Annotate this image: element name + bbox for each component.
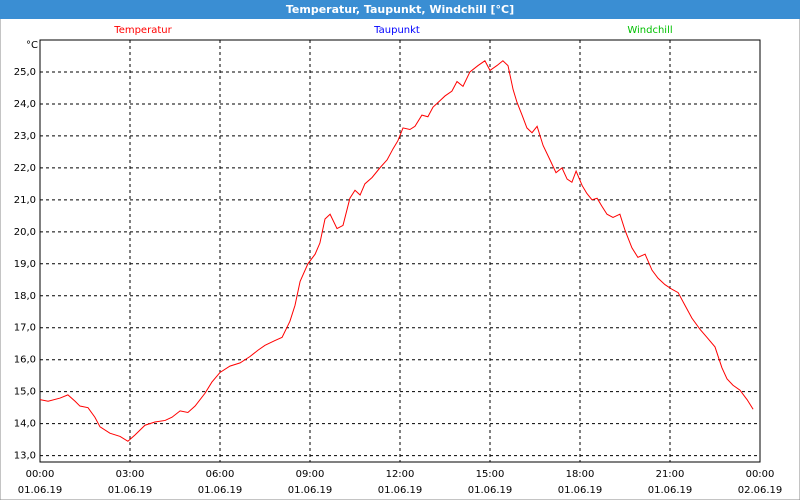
x-tick-label: 00:00 — [746, 469, 775, 480]
x-tick-date: 01.06.19 — [468, 485, 513, 496]
y-tick-label: 13,0 — [14, 451, 36, 462]
x-tick-label: 12:00 — [386, 469, 415, 480]
x-tick-date: 02.06.19 — [738, 485, 783, 496]
x-tick-label: 18:00 — [566, 469, 595, 480]
y-tick-label: 15,0 — [14, 387, 36, 398]
y-tick-label: 16,0 — [14, 355, 36, 366]
y-tick-label: 24,0 — [14, 99, 36, 110]
x-tick-date: 01.06.19 — [378, 485, 423, 496]
y-tick-label: 22,0 — [14, 163, 36, 174]
legend-entry: Temperatur — [113, 25, 172, 36]
x-tick-label: 09:00 — [296, 469, 325, 480]
x-tick-label: 00:00 — [26, 469, 55, 480]
legend-entry: Windchill — [627, 25, 672, 36]
x-tick-date: 01.06.19 — [558, 485, 603, 496]
y-tick-label: 19,0 — [14, 259, 36, 270]
x-tick-date: 01.06.19 — [108, 485, 153, 496]
y-tick-label: 18,0 — [14, 291, 36, 302]
y-tick-label: 20,0 — [14, 227, 36, 238]
y-tick-label: 14,0 — [14, 419, 36, 430]
legend-entry: Taupunkt — [373, 25, 420, 36]
y-tick-label: 17,0 — [14, 323, 36, 334]
x-tick-label: 03:00 — [116, 469, 145, 480]
x-tick-date: 01.06.19 — [18, 485, 63, 496]
y-axis-label: °C — [26, 40, 38, 51]
x-tick-date: 01.06.19 — [288, 485, 333, 496]
x-tick-label: 15:00 — [476, 469, 505, 480]
x-tick-date: 01.06.19 — [198, 485, 243, 496]
title-bar — [0, 0, 800, 19]
x-tick-label: 21:00 — [656, 469, 685, 480]
y-tick-label: 23,0 — [14, 131, 36, 142]
y-tick-label: 25,0 — [14, 67, 36, 78]
x-tick-label: 06:00 — [206, 469, 235, 480]
chart-title: Temperatur, Taupunkt, Windchill [°C] — [286, 3, 514, 16]
x-tick-date: 01.06.19 — [648, 485, 693, 496]
data-line — [39, 60, 754, 442]
y-tick-label: 21,0 — [14, 195, 36, 206]
